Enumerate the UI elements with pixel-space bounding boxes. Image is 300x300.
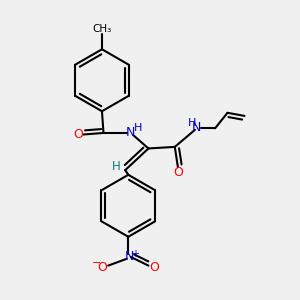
- Text: O: O: [173, 166, 183, 179]
- Text: O: O: [97, 261, 107, 274]
- Text: O: O: [73, 128, 83, 141]
- Text: N: N: [125, 250, 134, 263]
- Text: H: H: [112, 160, 121, 173]
- Text: O: O: [150, 261, 160, 274]
- Text: H: H: [188, 118, 196, 128]
- Text: N: N: [192, 121, 201, 134]
- Text: H: H: [134, 123, 142, 133]
- Text: +: +: [131, 250, 139, 260]
- Text: CH₃: CH₃: [92, 24, 112, 34]
- Text: N: N: [126, 127, 135, 140]
- Text: −: −: [92, 257, 101, 268]
